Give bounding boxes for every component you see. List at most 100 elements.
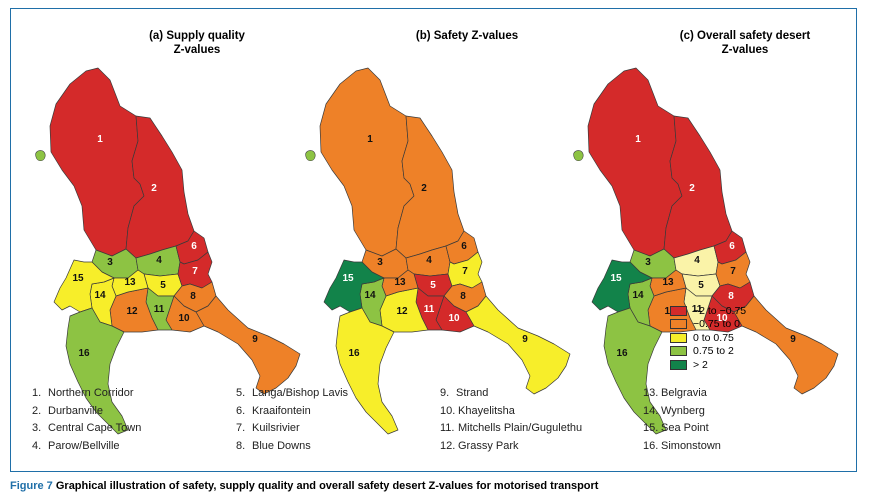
region-label-8: 8	[460, 291, 466, 302]
region-list-name: Kuilsrivier	[252, 422, 300, 435]
legend-label: > 2	[693, 358, 708, 371]
region-list-number: 3.	[32, 422, 42, 435]
region-label-7: 7	[462, 266, 468, 277]
region-list-number: 10.	[440, 404, 456, 417]
region-list-name: Grassy Park	[458, 439, 519, 452]
map-b-title-line1: (b) Safety Z-values	[415, 30, 519, 42]
region-15	[323, 259, 385, 313]
region-label-6: 6	[729, 241, 735, 252]
region-list-number: 6.	[236, 404, 246, 417]
region-label-5: 5	[160, 280, 166, 291]
region-list-name: Blue Downs	[252, 439, 311, 452]
region-label-14: 14	[94, 290, 106, 301]
region-list-name: Mitchells Plain/Gugulethu	[458, 422, 583, 435]
map-a-title-line1: (a) Supply quality	[149, 30, 245, 42]
region-list-item: 1. Northern Corridor	[32, 387, 141, 405]
region-label-9: 9	[252, 334, 258, 345]
region-label-6: 6	[461, 241, 467, 252]
region-9	[733, 295, 839, 395]
region-list-item: 12. Grassy Park	[440, 440, 582, 458]
region-list-item: 10. Khayelitsha	[440, 405, 582, 423]
region-label-14: 14	[364, 290, 376, 301]
legend-item: 0.75 to 2	[670, 345, 746, 359]
region-label-12: 12	[396, 306, 408, 317]
region-list-item: 6. Kraaifontein	[236, 405, 348, 423]
region-list-item: 9. Strand	[440, 387, 582, 405]
region-list-name: Kraaifontein	[252, 404, 311, 417]
robben-island	[573, 150, 584, 162]
region-list-number: 12.	[440, 439, 456, 452]
region-list-name: Wynberg	[661, 404, 705, 417]
region-list-name: Khayelitsha	[458, 404, 515, 417]
legend-item: 0 to 0.75	[670, 331, 746, 345]
region-label-13: 13	[124, 277, 136, 288]
region-list-number: 16.	[643, 439, 659, 452]
region-16	[335, 307, 399, 435]
region-label-2: 2	[151, 183, 157, 194]
region-15	[591, 259, 653, 313]
legend-label: 0.75 to 2	[693, 345, 734, 358]
region-label-8: 8	[728, 291, 734, 302]
region-list-item: 4. Parow/Bellville	[32, 440, 141, 458]
region-label-11: 11	[692, 304, 703, 315]
region-list-number: 13.	[643, 387, 659, 399]
region-list-number: 2.	[32, 404, 42, 417]
legend-swatch	[670, 332, 687, 343]
figure-frame	[10, 8, 857, 472]
region-label-15: 15	[610, 273, 622, 284]
region-list-item: 11. Mitchells Plain/Gugulethu	[440, 422, 582, 440]
region-list-name: Strand	[456, 387, 489, 399]
region-list-item: 7. Kuilsrivier	[236, 422, 348, 440]
region-list-number: 14.	[643, 404, 659, 417]
region-list-item: 5. Langa/Bishop Lavis	[236, 387, 348, 405]
region-label-13: 13	[394, 277, 406, 288]
map-a-title-line2: Z-values	[173, 44, 221, 56]
figure-caption: Figure 7 Graphical illustration of safet…	[10, 480, 598, 492]
region-label-4: 4	[156, 255, 162, 266]
region-label-3: 3	[645, 257, 651, 268]
region-list-item: 3. Central Cape Town	[32, 422, 141, 440]
region-list-item: 8. Blue Downs	[236, 440, 348, 458]
region-label-10: 10	[178, 313, 190, 324]
legend-label: 0 to 0.75	[693, 331, 734, 344]
region-label-2: 2	[689, 183, 695, 194]
region-list-number: 5.	[236, 387, 246, 399]
region-label-11: 11	[154, 304, 165, 315]
region-list-item: 14. Wynberg	[643, 405, 721, 423]
region-label-15: 15	[342, 273, 354, 284]
region-label-1: 1	[635, 134, 641, 145]
region-label-4: 4	[694, 255, 700, 266]
region-label-5: 5	[698, 280, 704, 291]
region-list-name: Durbanville	[48, 404, 104, 417]
figure-label: Figure 7	[10, 480, 53, 492]
region-label-4: 4	[426, 255, 432, 266]
region-list-item: 15. Sea Point	[643, 422, 721, 440]
region-list-column-4: 13. Belgravia 14. Wynberg 15. Sea Point 16. Sim…	[643, 387, 721, 457]
map-b-title: (b) Safety Z-values	[397, 29, 537, 43]
legend-label: −0.75 to 0	[693, 318, 740, 331]
region-list-name: Simonstown	[661, 439, 721, 452]
region-list-number: 11.	[440, 422, 455, 435]
region-15	[53, 259, 115, 313]
region-label-16: 16	[78, 348, 90, 359]
region-label-14: 14	[632, 290, 644, 301]
region-list-column-2: 5. Langa/Bishop Lavis 6. Kraaifontein 7. Kuil…	[236, 387, 348, 457]
region-list-name: Langa/Bishop Lavis	[252, 387, 349, 399]
region-9	[465, 295, 571, 395]
legend-swatch	[670, 305, 687, 316]
region-label-8: 8	[190, 291, 196, 302]
region-label-13: 13	[662, 277, 674, 288]
legend-swatch	[670, 319, 687, 330]
region-label-16: 16	[348, 348, 360, 359]
region-list-name: Belgravia	[661, 387, 707, 399]
map-c-title-line1: (c) Overall safety desert	[679, 30, 811, 42]
region-list-item: 2. Durbanville	[32, 405, 141, 423]
region-list-number: 9.	[440, 387, 450, 399]
region-label-6: 6	[191, 241, 197, 252]
region-label-15: 15	[72, 273, 84, 284]
map-c-title-line2: Z-values	[721, 44, 769, 56]
region-list-column-3: 9. Strand 10. Khayelitsha 11. Mitchells Plain…	[440, 387, 582, 457]
